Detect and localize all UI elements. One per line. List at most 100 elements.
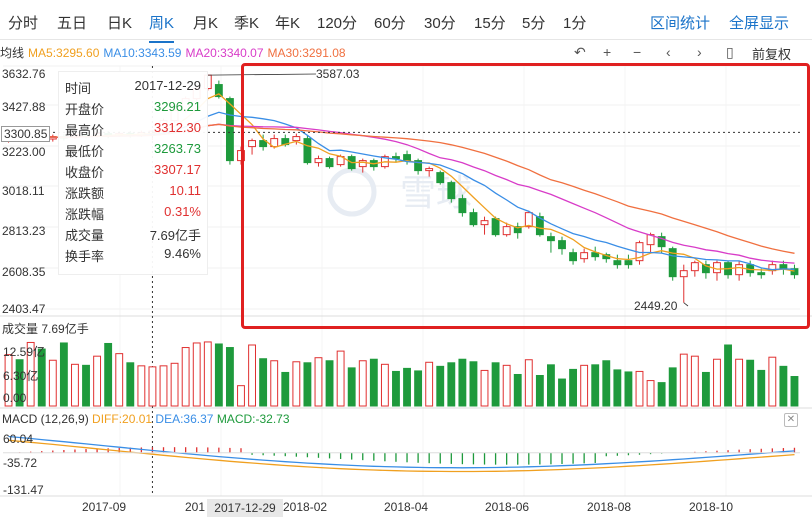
volume-bar bbox=[15, 359, 24, 407]
tab-60min[interactable]: 60分 bbox=[374, 15, 406, 32]
volume-bar bbox=[303, 362, 312, 407]
volume-bar bbox=[314, 357, 323, 407]
tab-weekly-k[interactable]: 周K bbox=[149, 12, 175, 43]
tooltip-key: 成交量 bbox=[65, 228, 105, 243]
volume-bar bbox=[237, 385, 245, 407]
volume-axis-label: 0.00 bbox=[3, 391, 27, 405]
candle-body bbox=[502, 226, 511, 236]
volume-bar bbox=[37, 348, 46, 407]
tooltip-row: 涨跌幅 0.31% bbox=[65, 204, 201, 224]
zoom-out-icon[interactable]: − bbox=[633, 44, 642, 60]
volume-bar bbox=[679, 353, 688, 407]
price-axis-label: 3223.00 bbox=[2, 145, 46, 159]
price-axis-label: 3632.76 bbox=[2, 67, 46, 81]
candle-body bbox=[657, 236, 666, 248]
tab-1min[interactable]: 1分 bbox=[563, 15, 587, 32]
close-macd-icon[interactable]: ✕ bbox=[784, 413, 798, 427]
volume-bar bbox=[26, 341, 35, 407]
candle-body bbox=[779, 264, 788, 270]
tab-5min[interactable]: 5分 bbox=[522, 15, 546, 32]
ma30-value: MA30:3291.08 bbox=[267, 46, 346, 60]
ma-legend: 均线 MA5:3295.60 MA10:3343.59 MA20:3340.07 MA3… bbox=[0, 44, 350, 60]
macd-axis-label: 60.04 bbox=[3, 432, 34, 446]
volume-bar bbox=[646, 380, 655, 407]
candle-body bbox=[735, 264, 744, 276]
date-tick: 2017-09 bbox=[82, 500, 127, 514]
volume-bar bbox=[690, 355, 699, 407]
volume-bar bbox=[137, 365, 146, 407]
volume-bar bbox=[535, 374, 544, 407]
candle-body bbox=[414, 160, 423, 172]
price-axis-label: 2608.35 bbox=[2, 265, 46, 279]
volume-bar bbox=[159, 365, 168, 407]
volume-axis-label: 6.30亿 bbox=[3, 369, 39, 383]
undo-icon[interactable]: ↶ bbox=[574, 44, 586, 60]
volume-bar bbox=[59, 342, 68, 407]
volume-bar bbox=[613, 369, 622, 407]
volume-bar bbox=[281, 371, 290, 407]
adjust-toggle[interactable]: 前复权 bbox=[752, 47, 792, 62]
candle-body bbox=[436, 172, 445, 184]
tab-15min[interactable]: 15分 bbox=[474, 15, 506, 32]
tooltip-row: 最高价 3312.30 bbox=[65, 120, 201, 140]
volume-bar bbox=[126, 362, 135, 407]
tab-daily-k[interactable]: 日K bbox=[107, 15, 133, 32]
fullscreen-link[interactable]: 全屏显示 bbox=[729, 15, 790, 32]
volume-bar bbox=[347, 367, 356, 407]
tooltip-row: 涨跌额 10.11 bbox=[65, 183, 201, 203]
candle-icon[interactable]: ▯ bbox=[726, 44, 734, 60]
next-icon[interactable]: › bbox=[697, 44, 702, 60]
tab-five-day[interactable]: 五日 bbox=[57, 15, 88, 32]
candle-body bbox=[524, 212, 533, 228]
candle-body bbox=[292, 136, 301, 142]
date-tick: 2018-10 bbox=[689, 500, 734, 514]
prev-icon[interactable]: ‹ bbox=[666, 44, 671, 60]
volume-bar bbox=[547, 364, 555, 407]
volume-bar bbox=[369, 358, 378, 407]
range-stats-link[interactable]: 区间统计 bbox=[650, 15, 711, 32]
tab-120min[interactable]: 120分 bbox=[317, 15, 358, 32]
macd-legend: MACD (12,26,9) DIFF:20.01 DEA:36.37 MACD… bbox=[2, 412, 290, 426]
tooltip-value: 3263.73 bbox=[154, 141, 201, 156]
tab-quarterly-k[interactable]: 季K bbox=[234, 15, 260, 32]
volume-bar bbox=[657, 382, 666, 407]
volume-bar bbox=[724, 344, 732, 407]
candle-body bbox=[447, 182, 456, 200]
volume-bar bbox=[524, 359, 533, 407]
volume-bar bbox=[292, 361, 301, 407]
volume-bar bbox=[48, 359, 57, 407]
candle-body bbox=[701, 264, 710, 274]
tab-yearly-k[interactable]: 年K bbox=[275, 15, 301, 32]
volume-bar bbox=[425, 361, 434, 407]
volume-bar bbox=[713, 358, 721, 407]
tab-monthly-k[interactable]: 月K bbox=[193, 15, 219, 32]
dea-value: DEA:36.37 bbox=[155, 412, 214, 426]
zoom-in-icon[interactable]: + bbox=[603, 44, 612, 60]
period-tabs: 分时 五日 日K 周K 月K 季K 年K 120分 60分 30分 15分 5分… bbox=[0, 0, 812, 43]
volume-bar bbox=[248, 344, 256, 407]
tooltip-value: 3312.30 bbox=[154, 120, 201, 135]
volume-bar bbox=[513, 373, 522, 407]
tooltip-row: 开盘价 3296.21 bbox=[65, 99, 201, 119]
tab-30min[interactable]: 30分 bbox=[424, 15, 456, 32]
volume-bar bbox=[93, 355, 102, 407]
tab-intraday[interactable]: 分时 bbox=[8, 15, 39, 32]
candle-body bbox=[469, 212, 478, 226]
tooltip-value: 7.69亿手 bbox=[149, 228, 201, 243]
volume-bar bbox=[325, 360, 334, 407]
tooltip-key: 涨跌幅 bbox=[65, 207, 105, 222]
volume-bar bbox=[735, 358, 744, 407]
tooltip-row: 收盘价 3307.17 bbox=[65, 162, 201, 182]
volume-bar bbox=[181, 347, 190, 407]
tooltip-key: 时间 bbox=[65, 81, 92, 96]
volume-bar bbox=[635, 370, 644, 407]
tooltip-row: 最低价 3263.73 bbox=[65, 141, 201, 161]
volume-bar bbox=[746, 359, 755, 407]
volume-bar bbox=[790, 376, 799, 407]
volume-bar bbox=[624, 371, 633, 407]
candle-body bbox=[580, 252, 589, 260]
candle-body bbox=[679, 270, 688, 278]
macd-params: MACD (12,26,9) bbox=[2, 412, 89, 426]
ohlc-tooltip: 时间 2017-12-29 开盘价 3296.21 最高价 3312.30 最低价 3263.… bbox=[58, 71, 208, 275]
date-tick: 2018-04 bbox=[384, 500, 429, 514]
